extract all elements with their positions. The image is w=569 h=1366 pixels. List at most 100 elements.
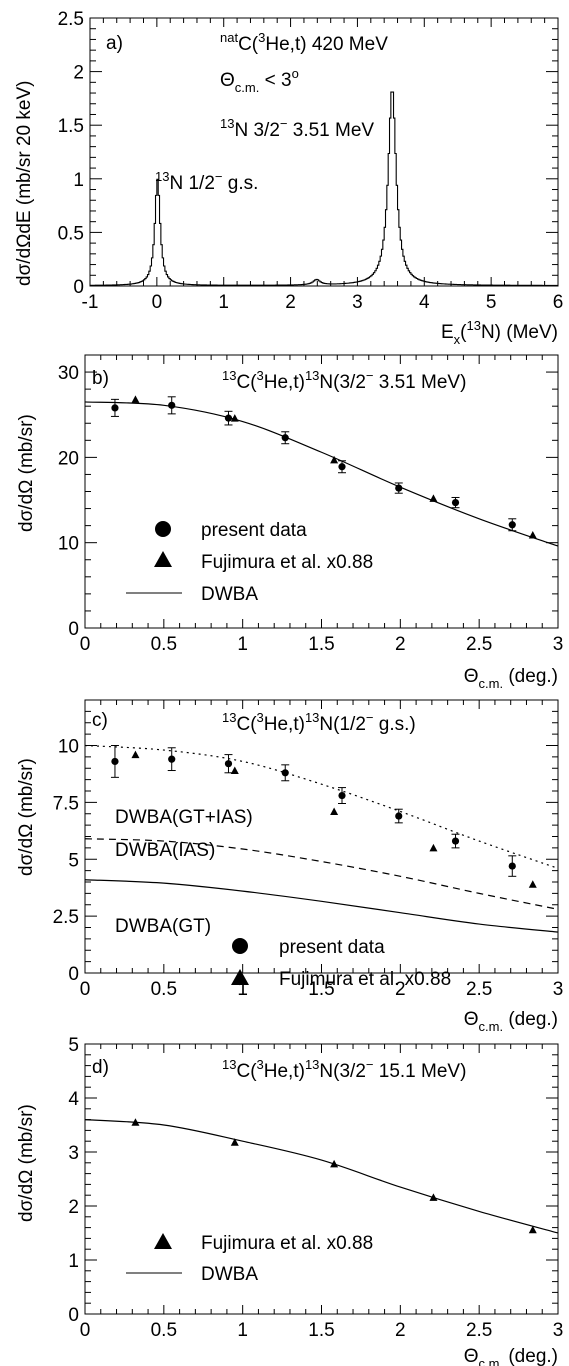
d-x-tick-label: 1 [237,1320,248,1341]
b-y-tick-label: 30 [58,363,79,384]
panel-b-y-ticks: 0 10 20 30 [58,354,558,640]
b-fujimura-point [330,455,339,464]
c-x-tick-label: 1.5 [308,979,334,1000]
panel-a-peak-excited: 13N 3/2− 3.51 MeV [220,116,374,141]
d-y-tick-label: 0 [68,1305,79,1326]
c-dotted-curve [84,744,559,869]
panel-a: -1 0 1 2 3 4 5 6 00.511.522.5 a) natC(3He,t) 42… [14,9,563,347]
c-data-point [224,760,233,768]
b-x-tick-label: 0 [80,634,91,655]
panel-b: 0 0.5 1 1.5 2 2.5 3 0 10 20 30 b) 13C(3He,t)13N(3… [16,354,564,691]
panel-a-x-ticks: -1 0 1 2 3 4 5 6 [82,18,563,313]
panel-c-curve-label-gt-ias: DWBA(GT+IAS) [115,807,253,828]
d-fujimura-point [528,1225,537,1234]
panel-b-legend-dwba: DWBA [201,584,258,605]
c-y-tick-label: 7.5 [53,793,79,814]
a-y-tick-label: 1 [73,170,84,191]
panel-c-curve-label-gt: DWBA(GT) [115,916,211,937]
c-y-tick-label: 10 [58,737,79,758]
a-x-tick-label: 0 [152,292,163,313]
panel-d-annotation: 13C(3He,t)13N(3/2− 15.1 MeV) [222,1057,466,1082]
c-data-point [281,769,289,777]
panel-c-x-ticks: 0 0.5 1 1.5 2 2.5 3 [80,700,563,1000]
panel-c-curve-label-ias: DWBA(IAS) [115,840,215,861]
panel-c-xlabel: Θc.m. (deg.) [464,1009,558,1034]
panel-c: 0 0.5 1 1.5 2 2.5 3 0 2.5 5 7.5 10 c) 13C(3He,t)13… [16,699,563,1034]
c-data-point [508,862,516,870]
d-fujimura-point [230,1138,239,1146]
panel-a-y-ticks: 0 0.5 1 1.5 2 2.5 [58,9,558,298]
panel-d-label: d) [92,1057,109,1078]
d-y-tick-label: 5 [68,1035,79,1056]
b-solid-curve [84,401,559,547]
panel-a-peak-gs: 13N 1/2− g.s. [155,169,258,194]
b-y-tick-label: 10 [58,534,79,555]
d-y-tick-label: 3 [68,1143,79,1164]
panel-d: 0 0.5 1 1.5 2 2.5 3 0 1 2 3 4 5 d) 13C(3He,t)13N(3/… [16,1035,563,1366]
a-y-tick-label: 0.5 [58,223,84,244]
c-x-tick-label: 1 [237,979,248,1000]
c-data-point [395,812,403,820]
b-fujimura-point [131,395,140,403]
panel-c-ylabel: dσ/dΩ (mb/sr) [16,758,37,876]
c-x-tick-label: 2 [395,979,406,1000]
c-y-tick-label: 5 [68,850,79,871]
b-y-tick-label: 20 [58,448,79,469]
b-x-tick-label: 2.5 [466,634,492,655]
d-x-tick-label: 0.5 [151,1320,177,1341]
c-fujimura-point [528,880,537,888]
b-data-point [168,401,176,409]
d-x-tick-label: 1.5 [308,1320,334,1341]
d-x-tick-label: 0 [80,1320,91,1341]
panel-d-legend-triangle [154,1233,172,1249]
panel-b-legend-present: present data [201,520,307,541]
a-x-tick-label: 3 [352,292,363,313]
c-fujimura-point [131,750,140,759]
panel-c-legend-present: present data [279,937,385,958]
panel-a-ylabel: dσ/dΩdE (mb/sr 20 keV) [14,81,35,286]
panel-b-marks [84,395,559,547]
a-x-tick-label: 2 [285,292,296,313]
panel-b-xlabel: Θc.m. (deg.) [464,666,558,691]
c-data-point [451,837,460,845]
panel-d-marks [84,1118,559,1234]
panel-c-annotation: 13C(3He,t)13N(1/2− g.s.) [222,710,416,735]
c-x-tick-label: 0.5 [151,979,177,1000]
panel-b-ylabel: dσ/dΩ (mb/sr) [16,414,37,532]
panel-a-frame [89,17,559,287]
c-fujimura-point [429,843,438,852]
c-dashed-curve [84,838,559,910]
panel-c-legend-fujimura: Fujimura et al. x0.88 [279,969,451,990]
panel-c-marks [84,744,559,933]
c-solid-curve [84,879,559,933]
c-fujimura-point [230,766,239,775]
a-x-tick-label: -1 [82,292,99,313]
b-data-point [338,463,346,471]
c-y-tick-label: 0 [68,964,79,985]
b-y-tick-label: 0 [68,619,79,640]
a-x-tick-label: 4 [419,292,430,313]
a-y-tick-label: 2.5 [58,9,84,30]
panel-a-spectrum [90,91,559,286]
panel-d-legend-dwba: DWBA [201,1264,258,1285]
b-data-point [111,404,119,412]
panel-d-ylabel: dσ/dΩ (mb/sr) [16,1104,37,1222]
a-y-tick-label: 0 [73,277,84,298]
panel-d-x-ticks: 0 0.5 1 1.5 2 2.5 3 [80,1044,563,1341]
d-y-tick-label: 2 [68,1197,79,1218]
b-x-tick-label: 3 [553,634,564,655]
d-x-tick-label: 2.5 [466,1320,492,1341]
d-solid-curve [84,1119,559,1234]
b-x-tick-label: 0.5 [151,634,177,655]
panel-c-legend-circle [232,938,248,954]
b-x-tick-label: 2 [395,634,406,655]
c-data-point [111,757,119,766]
panel-b-annotation: 13C(3He,t)13N(3/2− 3.51 MeV) [222,368,466,393]
b-x-tick-label: 1 [237,634,248,655]
d-x-tick-label: 2 [395,1320,406,1341]
c-x-tick-label: 2.5 [466,979,492,1000]
d-y-tick-label: 1 [68,1251,79,1272]
c-y-tick-label: 2.5 [53,907,79,928]
d-y-tick-label: 4 [68,1089,79,1110]
panel-a-reaction: natC(3He,t) 420 MeV [220,30,388,55]
